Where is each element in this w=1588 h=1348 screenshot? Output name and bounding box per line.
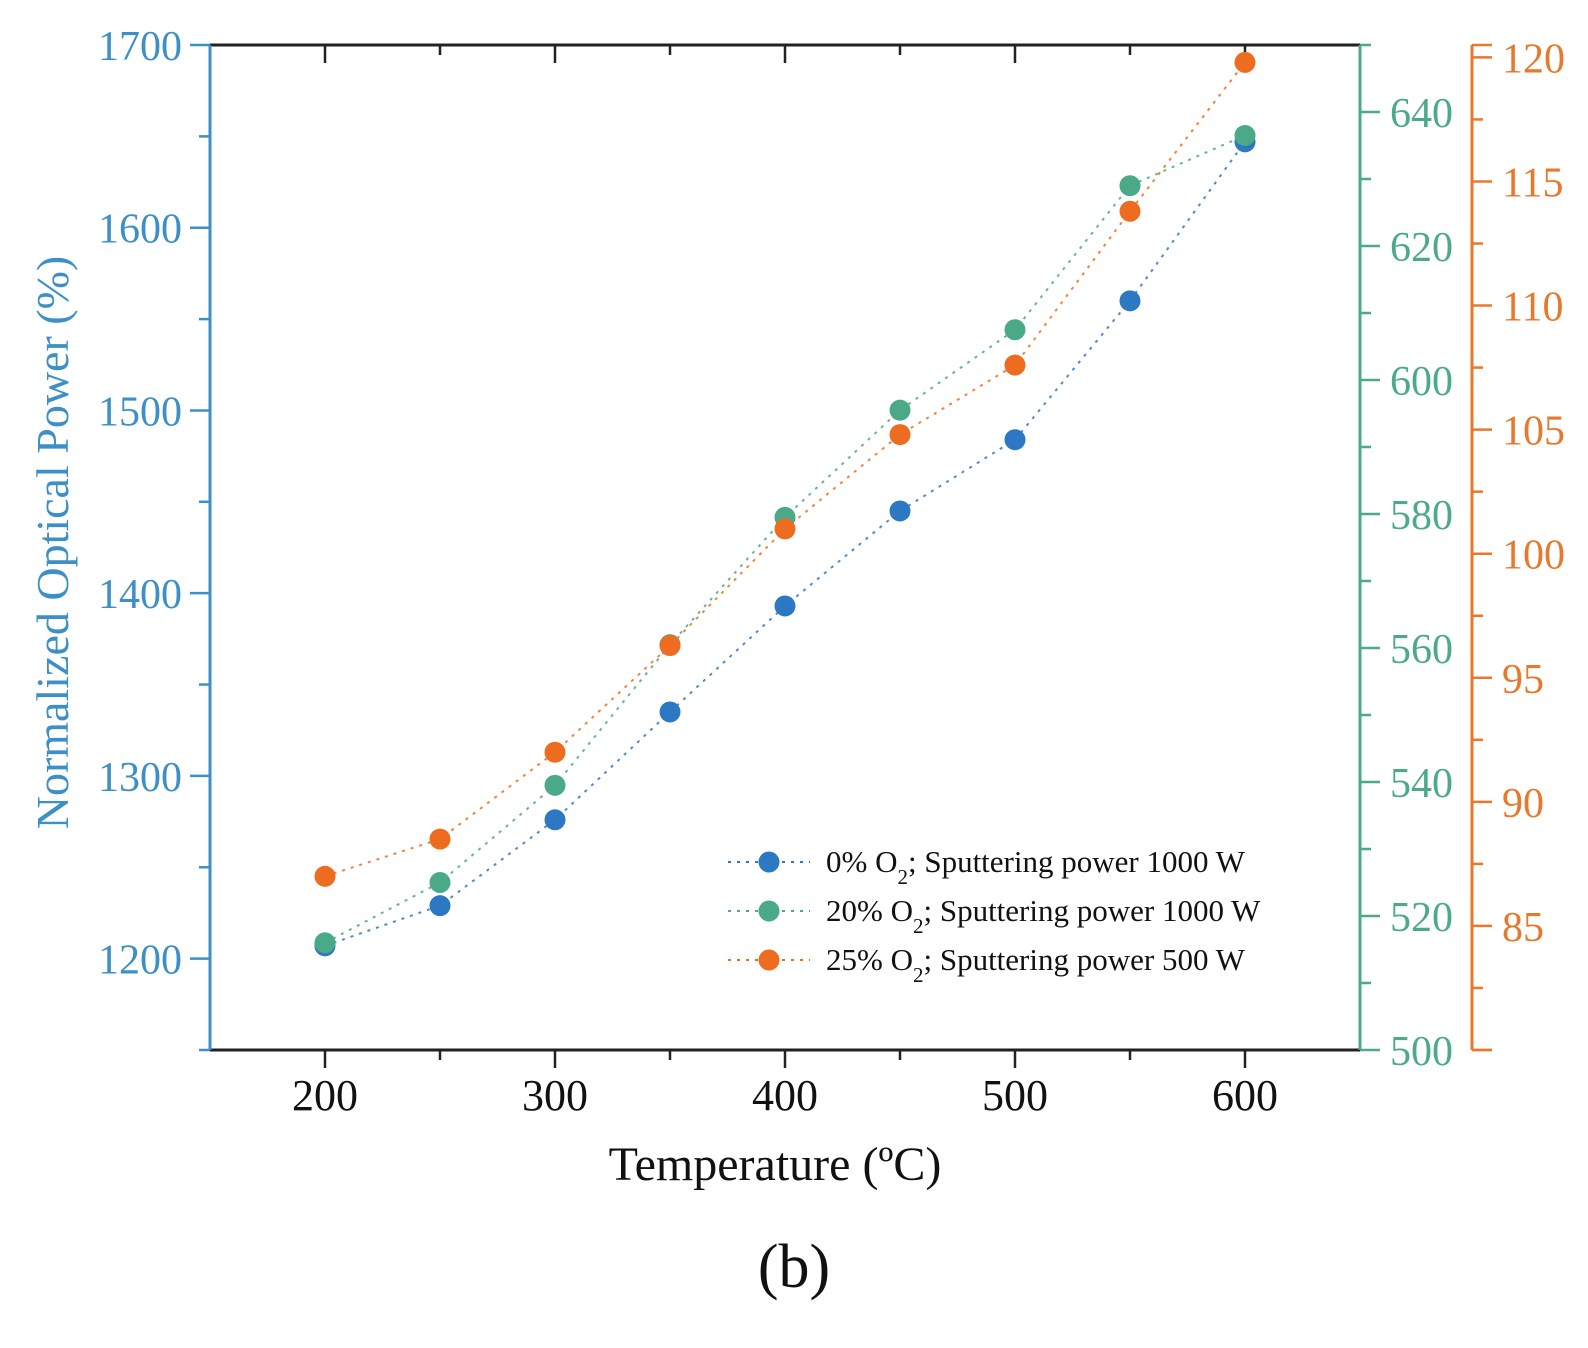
series-1-point xyxy=(544,774,566,796)
series-1-point xyxy=(314,932,336,954)
legend-marker-0 xyxy=(758,851,780,873)
left-tick-label: 1300 xyxy=(98,755,182,801)
series-2-point xyxy=(314,865,336,887)
right-green-tick-label: 640 xyxy=(1390,91,1453,137)
x-tick-label: 400 xyxy=(752,1071,818,1120)
series-1-point xyxy=(1234,124,1256,146)
series-2-point xyxy=(889,424,911,446)
right-orange-tick-label: 85 xyxy=(1502,905,1544,951)
series-0-point xyxy=(429,895,451,917)
right-green-tick-label: 500 xyxy=(1390,1029,1453,1075)
left-tick-label: 1700 xyxy=(98,24,182,70)
legend-marker-1 xyxy=(758,900,780,922)
series-line-2 xyxy=(324,61,1246,878)
right-orange-tick-label: 95 xyxy=(1502,657,1544,703)
right-green-tick-label: 600 xyxy=(1390,359,1453,405)
series-2-point xyxy=(1004,354,1026,376)
legend-label-0: 0% O2; Sputtering power 1000 W xyxy=(826,844,1246,889)
series-2-point xyxy=(659,635,681,657)
series-2-point xyxy=(774,518,796,540)
right-orange-tick-label: 115 xyxy=(1502,160,1563,206)
series-0-point xyxy=(659,701,681,723)
right-orange-tick-label: 90 xyxy=(1502,781,1544,827)
right-green-tick-label: 560 xyxy=(1390,627,1453,673)
x-axis-title: Temperature (ºC) xyxy=(609,1138,942,1191)
series-0-point xyxy=(544,809,566,831)
series-1-point xyxy=(1119,175,1141,197)
left-axis-title: Normalized Optical Power (%) xyxy=(27,256,78,830)
series-2-point xyxy=(544,741,566,763)
series-2-point xyxy=(1234,51,1256,73)
legend-label-2: 25% O2; Sputtering power 500 W xyxy=(826,942,1246,987)
x-tick-label: 500 xyxy=(982,1071,1048,1120)
left-tick-label: 1200 xyxy=(98,938,182,984)
right-green-tick-label: 580 xyxy=(1390,493,1453,539)
right-green-tick-label: 520 xyxy=(1390,895,1453,941)
right-orange-tick-label: 105 xyxy=(1502,409,1565,455)
series-line-1 xyxy=(324,134,1246,944)
left-tick-label: 1600 xyxy=(98,207,182,253)
series-0-point xyxy=(1004,429,1026,451)
right-green-tick-label: 540 xyxy=(1390,761,1453,807)
x-tick-label: 200 xyxy=(292,1071,358,1120)
series-0-point xyxy=(889,500,911,522)
x-tick-label: 300 xyxy=(522,1071,588,1120)
series-1-point xyxy=(429,872,451,893)
series-line-0 xyxy=(324,141,1246,947)
left-tick-label: 1400 xyxy=(98,572,182,618)
right-orange-tick-label: 120 xyxy=(1502,36,1565,82)
left-tick-label: 1500 xyxy=(98,389,182,435)
series-0-point xyxy=(1119,290,1141,312)
x-tick-label: 600 xyxy=(1212,1071,1278,1120)
legend-marker-2 xyxy=(758,949,780,971)
series-1-point xyxy=(889,399,911,421)
series-2-point xyxy=(429,828,451,850)
series-1-point xyxy=(1004,319,1026,341)
legend-label-1: 20% O2; Sputtering power 1000 W xyxy=(826,893,1261,938)
panel-label: (b) xyxy=(757,1233,831,1301)
series-2-point xyxy=(1119,200,1141,222)
right-orange-tick-label: 100 xyxy=(1502,533,1565,579)
right-green-tick-label: 620 xyxy=(1390,225,1453,271)
series-0-point xyxy=(774,595,796,617)
right-orange-tick-label: 110 xyxy=(1502,285,1563,331)
